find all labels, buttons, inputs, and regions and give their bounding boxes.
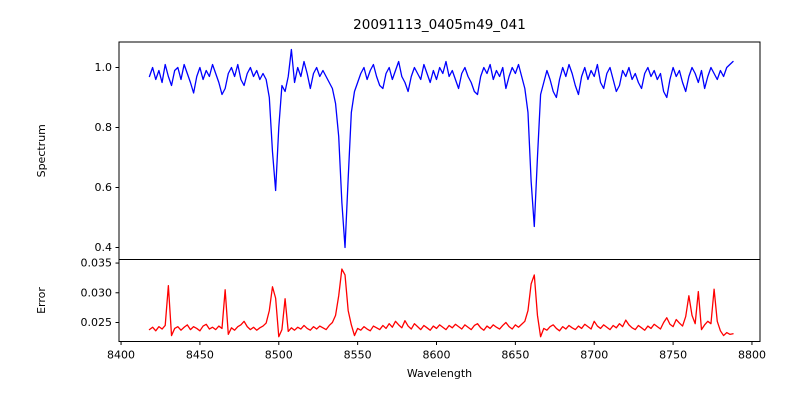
x-tick-label: 8600	[423, 349, 451, 362]
x-axis-label: Wavelength	[407, 367, 472, 380]
error-y-tick-label: 0.035	[81, 257, 113, 270]
x-tick-label: 8750	[659, 349, 687, 362]
spectrum-y-tick-label: 0.4	[95, 241, 113, 254]
x-tick-label: 8700	[580, 349, 608, 362]
x-tick-label: 8550	[344, 349, 372, 362]
spectrum-y-tick-label: 1.0	[95, 61, 113, 74]
error-y-axis-label: Error	[35, 287, 48, 314]
error-axes-frame	[118, 259, 761, 342]
chart-title: 20091113_0405m49_041	[353, 17, 526, 33]
x-tick-label: 8500	[265, 349, 293, 362]
spectrum-y-tick-label: 0.8	[95, 121, 113, 134]
error-line	[148, 268, 734, 338]
plot-layer: 0.4 0.6 0.8 1.0 0.025 0.030 0.035 8400 8450 8500 8…	[81, 48, 766, 362]
spectrum-y-axis-label: Spectrum	[35, 124, 48, 177]
x-tick-label: 8450	[186, 349, 214, 362]
x-tick-label: 8400	[107, 349, 135, 362]
error-y-tick-label: 0.030	[81, 286, 113, 299]
spectrum-y-tick-label: 0.6	[95, 181, 113, 194]
x-tick-label: 8800	[738, 349, 766, 362]
x-tick-label: 8650	[501, 349, 529, 362]
error-y-tick-label: 0.025	[81, 316, 113, 329]
spectrum-line	[148, 48, 734, 249]
